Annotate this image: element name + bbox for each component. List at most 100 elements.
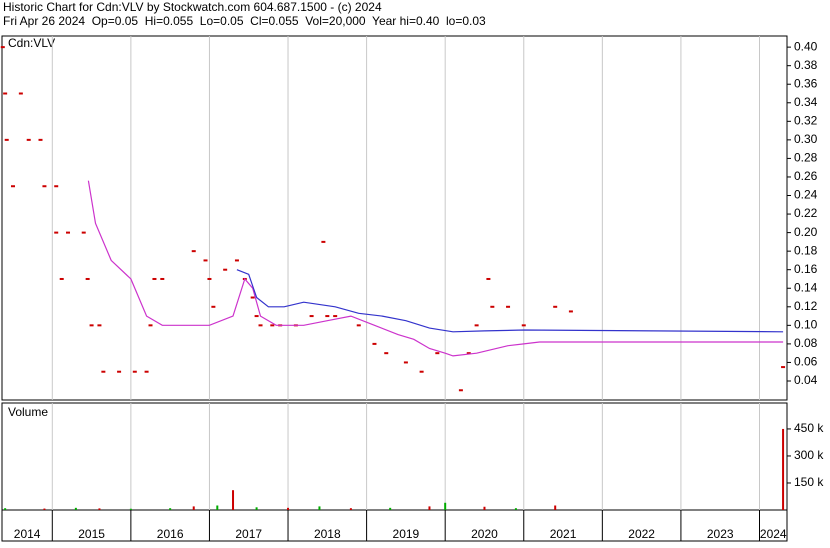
volume-bar — [129, 508, 132, 510]
y-tick-label: 450 k — [794, 421, 824, 435]
y-tick-label: 0.36 — [794, 76, 818, 90]
x-tick-label: 2014 — [14, 527, 41, 541]
price-tick — [419, 370, 424, 373]
price-tick — [203, 259, 208, 262]
y-tick-label: 0.18 — [794, 243, 818, 257]
x-tick-label: 2023 — [707, 527, 734, 541]
price-tick — [3, 92, 8, 95]
moving-average-line — [87, 180, 784, 357]
y-tick-label: 0.14 — [794, 280, 818, 294]
volume-bar — [514, 508, 517, 510]
y-tick-label: 0.06 — [794, 355, 818, 369]
price-tick — [97, 324, 102, 327]
price-tick — [26, 138, 31, 141]
price-tick — [132, 370, 137, 373]
price-tick — [144, 370, 149, 373]
x-tick-label: 2022 — [628, 527, 655, 541]
price-tick — [211, 305, 216, 308]
y-tick-label: 150 k — [794, 475, 824, 489]
price-tick — [781, 366, 786, 369]
price-tick — [321, 240, 326, 243]
x-tick-label: 2017 — [235, 527, 262, 541]
price-tick — [85, 277, 90, 280]
header-title: Historic Chart for Cdn:VLV by Stockwatch… — [3, 0, 382, 14]
volume-bar — [389, 507, 392, 510]
volume-bar — [255, 507, 258, 510]
price-tick — [466, 352, 471, 355]
price-tick — [89, 324, 94, 327]
y-tick-label: 0.16 — [794, 262, 818, 276]
volume-bar — [318, 506, 321, 510]
price-panel-title: Cdn:VLV — [8, 36, 55, 50]
price-tick — [490, 305, 495, 308]
y-tick-label: 0.28 — [794, 151, 818, 165]
volume-bar — [554, 505, 557, 510]
price-tick — [506, 305, 511, 308]
price-tick — [152, 277, 157, 280]
price-tick — [325, 315, 330, 318]
price-tick — [223, 268, 228, 271]
price-tick — [54, 185, 59, 188]
volume-bar — [169, 508, 172, 510]
x-tick-label: 2021 — [550, 527, 577, 541]
x-tick-label: 2020 — [471, 527, 498, 541]
price-tick — [474, 324, 479, 327]
y-tick-label: 0.12 — [794, 299, 818, 313]
price-tick — [54, 231, 59, 234]
volume-bar — [483, 506, 486, 510]
volume-bar — [4, 508, 7, 510]
price-tick — [117, 370, 122, 373]
price-tick — [372, 342, 377, 345]
price-tick — [333, 315, 338, 318]
y-tick-label: 0.22 — [794, 206, 818, 220]
volume-bar — [98, 508, 101, 510]
price-tick — [4, 138, 9, 141]
y-tick-label: 0.20 — [794, 225, 818, 239]
y-tick-label: 0.34 — [794, 95, 818, 109]
price-tick — [0, 46, 5, 49]
volume-bar — [232, 490, 235, 510]
price-tick — [435, 352, 440, 355]
price-tick — [66, 231, 71, 234]
volume-bar — [192, 506, 195, 510]
price-tick — [42, 185, 47, 188]
price-tick — [207, 277, 212, 280]
y-tick-label: 0.40 — [794, 39, 818, 53]
header-quote: Fri Apr 26 2024 Op=0.05 Hi=0.055 Lo=0.05… — [3, 14, 486, 28]
price-tick — [81, 231, 86, 234]
price-tick — [148, 324, 153, 327]
volume-bar — [349, 508, 352, 510]
price-tick — [356, 324, 361, 327]
price-tick — [234, 259, 239, 262]
y-tick-label: 0.08 — [794, 336, 818, 350]
volume-panel-title: Volume — [8, 405, 48, 419]
y-tick-label: 0.30 — [794, 132, 818, 146]
price-tick — [254, 315, 259, 318]
price-tick — [191, 250, 196, 253]
x-tick-label: 2018 — [314, 527, 341, 541]
price-tick — [384, 352, 389, 355]
price-tick — [38, 138, 43, 141]
volume-bar — [287, 507, 290, 510]
y-tick-label: 0.24 — [794, 188, 818, 202]
volume-bar — [43, 508, 46, 510]
x-axis-strip — [1, 509, 788, 542]
volume-bar — [74, 507, 77, 510]
price-tick — [18, 92, 23, 95]
price-panel — [1, 35, 788, 401]
y-tick-label: 0.32 — [794, 113, 818, 127]
price-tick — [270, 324, 275, 327]
price-tick — [458, 389, 463, 392]
y-tick-label: 0.04 — [794, 373, 818, 387]
price-tick — [11, 185, 16, 188]
moving-average-line — [236, 269, 784, 333]
price-tick — [553, 305, 558, 308]
x-tick-label: 2015 — [78, 527, 105, 541]
volume-bar — [782, 428, 785, 510]
y-tick-label: 300 k — [794, 448, 824, 462]
price-tick — [568, 310, 573, 313]
x-tick-label: 2016 — [157, 527, 184, 541]
price-tick — [59, 277, 64, 280]
y-tick-label: 0.26 — [794, 169, 818, 183]
